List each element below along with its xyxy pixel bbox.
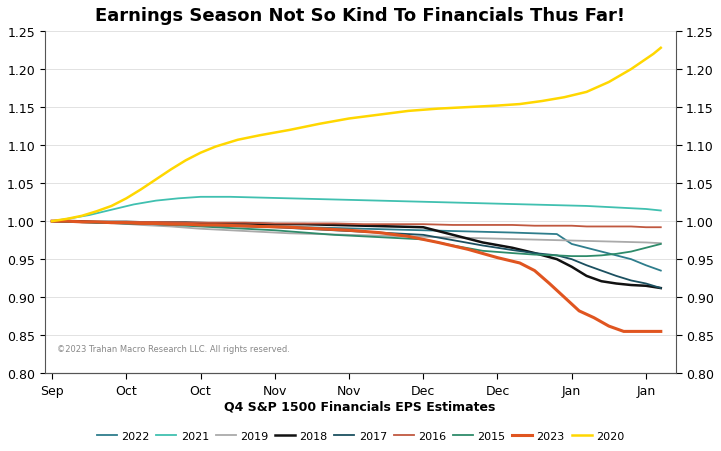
- Legend: 2022, 2021, 2019, 2018, 2017, 2016, 2015, 2023, 2020: 2022, 2021, 2019, 2018, 2017, 2016, 2015…: [92, 427, 629, 446]
- Text: ©2023 Trahan Macro Research LLC. All rights reserved.: ©2023 Trahan Macro Research LLC. All rig…: [57, 344, 290, 353]
- X-axis label: Q4 S&P 1500 Financials EPS Estimates: Q4 S&P 1500 Financials EPS Estimates: [224, 400, 496, 413]
- Title: Earnings Season Not So Kind To Financials Thus Far!: Earnings Season Not So Kind To Financial…: [95, 7, 625, 25]
